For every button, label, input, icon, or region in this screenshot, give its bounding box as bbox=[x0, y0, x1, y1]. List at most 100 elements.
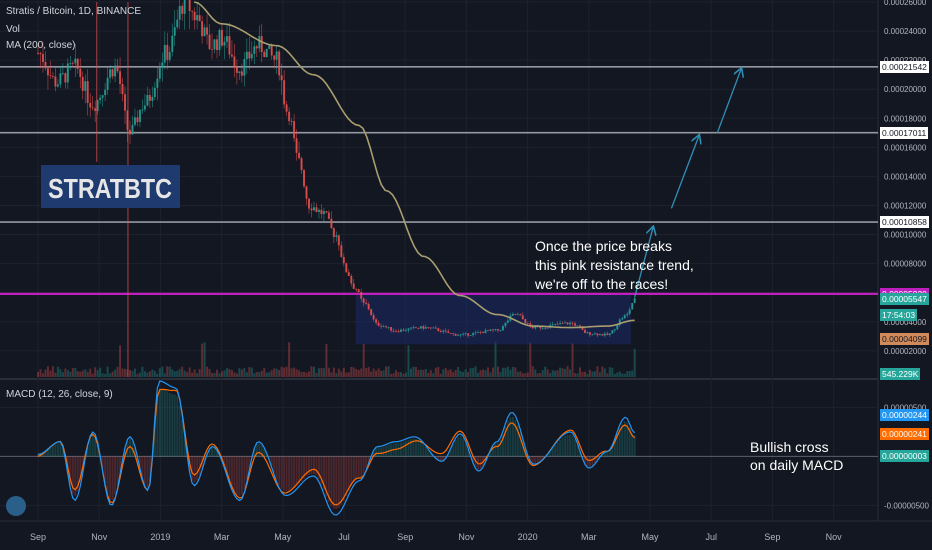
volume-bar bbox=[39, 369, 42, 377]
candle-body bbox=[489, 329, 492, 331]
countdown-tag: 17:54:03 bbox=[880, 308, 918, 321]
macd-histogram-bar bbox=[442, 456, 445, 461]
macd-histogram-bar bbox=[457, 436, 460, 457]
candle-body bbox=[121, 84, 124, 95]
candle-body bbox=[305, 186, 308, 199]
ticker-label: STRATBTC bbox=[48, 173, 172, 204]
volume-bar bbox=[611, 367, 614, 377]
macd-histogram-bar bbox=[156, 395, 159, 457]
macd-histogram-bar bbox=[76, 456, 79, 492]
volume-bar bbox=[506, 366, 509, 377]
macd-histogram-bar bbox=[255, 444, 258, 457]
candle-body bbox=[392, 330, 395, 332]
macd-histogram-bar bbox=[385, 445, 388, 457]
candle-body bbox=[243, 59, 246, 76]
volume-bar bbox=[225, 368, 228, 377]
volume-bar bbox=[106, 366, 109, 377]
volume-bar bbox=[457, 366, 460, 377]
candle-body bbox=[444, 330, 447, 332]
macd-histogram-bar bbox=[161, 389, 164, 457]
macd-histogram-bar bbox=[300, 456, 303, 481]
volume-bar bbox=[216, 369, 219, 377]
macd-histogram-bar bbox=[245, 456, 248, 480]
candle-body bbox=[531, 326, 534, 329]
horizontal-levels[interactable] bbox=[0, 65, 878, 295]
volume-bar bbox=[260, 370, 263, 377]
volume-bar bbox=[153, 370, 156, 377]
macd-histogram-bar bbox=[608, 450, 611, 457]
candle-body bbox=[84, 81, 87, 91]
candle-body bbox=[131, 124, 134, 135]
volume-bar bbox=[335, 373, 338, 377]
volume-bar bbox=[315, 373, 318, 377]
candle-body bbox=[404, 330, 407, 332]
macd-histogram-bar bbox=[531, 456, 534, 464]
volume-bar bbox=[541, 370, 544, 377]
macd-histogram-bar bbox=[414, 438, 417, 457]
macd-histogram-bar bbox=[479, 456, 482, 469]
time-tick-label: Sep bbox=[764, 532, 780, 542]
volume-bar bbox=[285, 366, 288, 377]
volume-bar bbox=[128, 369, 131, 377]
volume-bar bbox=[631, 370, 634, 377]
volume-bar bbox=[414, 367, 417, 377]
macd-histogram-bar bbox=[258, 443, 261, 457]
price-tick-label: 0.00026000 bbox=[884, 0, 927, 7]
volume-bar bbox=[559, 367, 562, 377]
candle-body bbox=[419, 326, 422, 329]
consolidation-zone bbox=[355, 294, 632, 345]
candle-body bbox=[178, 5, 181, 20]
candle-body bbox=[464, 333, 467, 335]
volume-bar bbox=[385, 366, 388, 377]
volume-bar bbox=[593, 371, 596, 377]
volume-bar bbox=[41, 373, 44, 377]
macd-histogram-bar bbox=[176, 396, 179, 457]
macd-histogram-bar bbox=[569, 434, 572, 457]
candle-body bbox=[161, 62, 164, 68]
volume-bar bbox=[278, 369, 281, 377]
volume-bar bbox=[186, 372, 189, 377]
volume-bar bbox=[447, 370, 450, 377]
candle-body bbox=[397, 331, 400, 332]
volume-bar bbox=[402, 373, 405, 377]
volume-bar bbox=[442, 369, 445, 377]
candle-body bbox=[263, 52, 266, 58]
macd-histogram-bar bbox=[240, 456, 243, 495]
candle-body bbox=[529, 323, 532, 327]
volume-bar bbox=[372, 368, 375, 377]
macd-histogram-bar bbox=[230, 456, 233, 487]
candle-body bbox=[467, 333, 470, 336]
macd-histogram-bar bbox=[340, 456, 343, 505]
candle-body bbox=[357, 289, 360, 293]
candle-body bbox=[569, 322, 572, 325]
volume-bar bbox=[208, 368, 211, 377]
price-tick-label: 0.00022000 bbox=[884, 56, 927, 65]
volume-bar bbox=[230, 370, 233, 377]
macd-histogram-bar bbox=[472, 456, 475, 463]
macd-histogram-bar bbox=[593, 456, 596, 464]
candle-body bbox=[422, 326, 425, 329]
candle-body bbox=[362, 298, 365, 303]
volume-bar bbox=[519, 371, 522, 377]
volume-bar bbox=[111, 371, 114, 377]
volume-bar bbox=[116, 366, 119, 377]
candle-body bbox=[258, 36, 261, 49]
macd-histogram-bar bbox=[541, 456, 544, 460]
macd-histogram-bar bbox=[402, 441, 405, 457]
volume-bar bbox=[367, 367, 370, 377]
macd-histogram-bar bbox=[459, 436, 462, 457]
chart-title: Stratis / Bitcoin, 1D, BINANCE bbox=[6, 6, 142, 17]
volume-bar bbox=[377, 368, 380, 377]
tradingview-logo-icon[interactable] bbox=[6, 496, 26, 516]
macd-histogram-bar bbox=[529, 456, 532, 461]
time-tick-label: Sep bbox=[397, 532, 413, 542]
macd-histogram-bar bbox=[312, 456, 315, 475]
candle-body bbox=[253, 46, 256, 54]
macd-histogram-bar bbox=[412, 438, 415, 457]
macd-histogram-bar bbox=[263, 448, 266, 457]
candle-body bbox=[225, 36, 228, 42]
candle-body bbox=[628, 309, 631, 314]
volume-bar bbox=[156, 373, 159, 377]
annotations: STRATBTC Once the price breaks this pink r… bbox=[41, 165, 843, 473]
